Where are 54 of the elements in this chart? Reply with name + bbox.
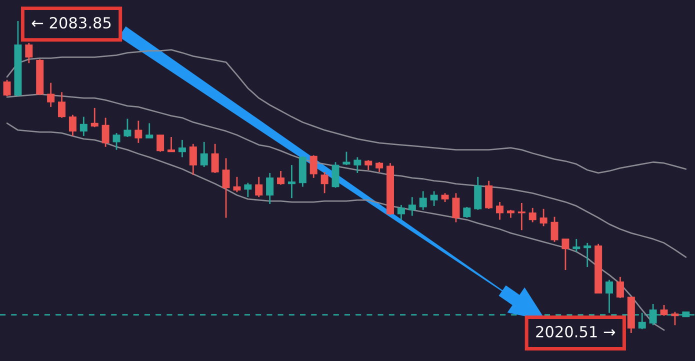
candlestick bbox=[58, 91, 66, 118]
candlestick bbox=[168, 136, 176, 152]
candlestick bbox=[528, 207, 536, 223]
candlestick bbox=[211, 143, 219, 174]
candlestick bbox=[452, 192, 460, 223]
candlestick bbox=[200, 141, 208, 168]
candlestick bbox=[320, 171, 328, 194]
candlestick bbox=[244, 182, 252, 198]
candlestick bbox=[146, 122, 154, 139]
candlestick bbox=[540, 208, 548, 227]
candlestick bbox=[25, 42, 33, 64]
candlestick bbox=[518, 202, 526, 231]
candlestick bbox=[124, 118, 132, 138]
candlestick bbox=[660, 304, 668, 317]
candlestick bbox=[255, 176, 263, 198]
candlestick bbox=[485, 180, 493, 210]
candlestick bbox=[671, 311, 679, 326]
candlestick bbox=[430, 190, 438, 207]
annotation: ← 2083.85 bbox=[32, 16, 111, 29]
candlestick bbox=[178, 139, 186, 158]
candlestick bbox=[562, 238, 570, 271]
candlestick bbox=[606, 279, 614, 314]
candlestick bbox=[277, 170, 285, 186]
candlestick bbox=[189, 143, 197, 176]
candlestick bbox=[584, 242, 592, 268]
candlestick bbox=[156, 134, 164, 152]
candlestick bbox=[419, 190, 427, 211]
candlestick bbox=[288, 164, 296, 199]
candlestick bbox=[463, 206, 471, 218]
candlestick bbox=[90, 107, 98, 128]
candlestick bbox=[616, 276, 624, 299]
candlestick bbox=[233, 176, 241, 193]
candlestick bbox=[376, 161, 384, 173]
annotation: 2020.51 → bbox=[536, 326, 616, 338]
candlestick bbox=[266, 172, 274, 205]
candlestick bbox=[134, 120, 142, 144]
candlestick bbox=[408, 196, 416, 217]
candlestick bbox=[474, 176, 482, 211]
candlestick bbox=[310, 154, 318, 179]
candlestick bbox=[112, 132, 120, 151]
candlestick bbox=[102, 117, 110, 148]
candlestick bbox=[68, 114, 76, 137]
candlestick bbox=[572, 238, 580, 252]
candlestick bbox=[550, 216, 558, 243]
candlestick bbox=[397, 204, 405, 220]
candlestick bbox=[354, 156, 362, 174]
candlestick bbox=[496, 201, 504, 220]
candlestick bbox=[342, 151, 350, 166]
candlestick bbox=[222, 157, 230, 218]
candlestick bbox=[364, 159, 372, 171]
candlestick bbox=[80, 116, 88, 137]
candlestick bbox=[3, 79, 11, 97]
candlestick bbox=[47, 82, 55, 108]
candlestick bbox=[332, 161, 340, 188]
